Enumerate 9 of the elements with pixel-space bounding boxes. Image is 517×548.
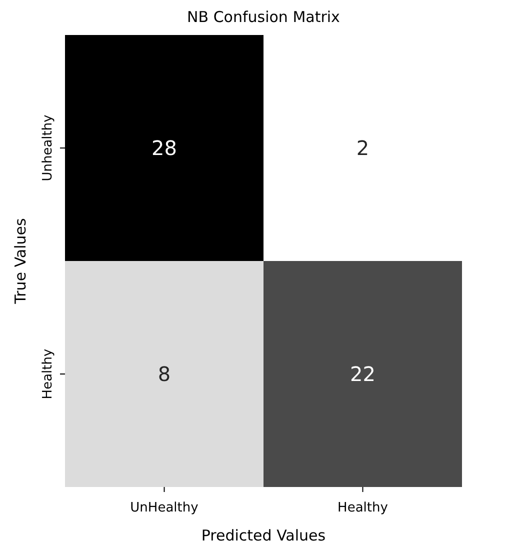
- chart-title: NB Confusion Matrix: [187, 8, 340, 26]
- y-tick-label: Unhealthy: [40, 114, 56, 182]
- x-axis-title: Predicted Values: [201, 526, 326, 544]
- y-axis-title: True Values: [11, 218, 30, 305]
- data-label: 22: [350, 362, 376, 386]
- x-tick-label: UnHealthy: [130, 500, 199, 516]
- data-label: 2: [356, 136, 370, 160]
- data-label: 8: [158, 362, 171, 386]
- data-label: 28: [152, 136, 177, 160]
